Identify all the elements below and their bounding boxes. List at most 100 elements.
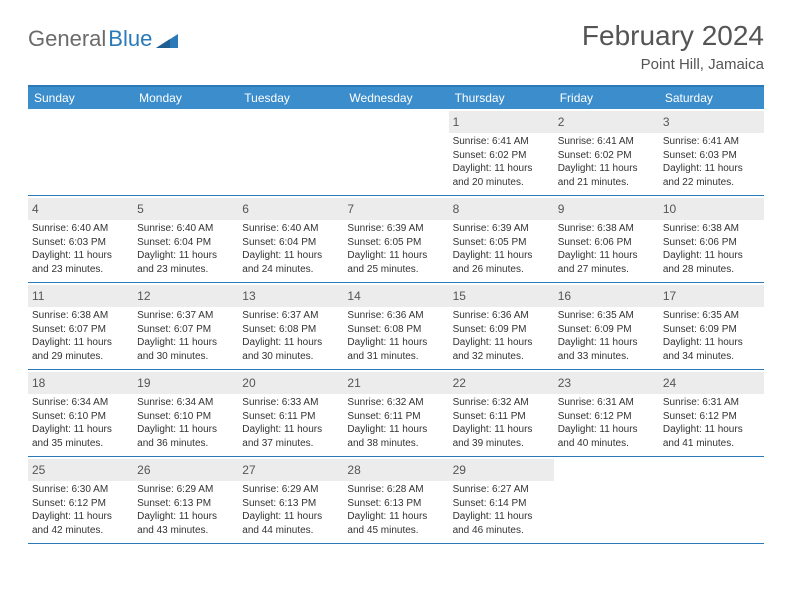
day-number-row: 19 xyxy=(133,372,238,394)
weekday-header: Friday xyxy=(554,87,659,109)
day-number: 5 xyxy=(137,202,144,216)
daylight-line: Daylight: 11 hours and 36 minutes. xyxy=(137,423,234,450)
day-info: Sunrise: 6:36 AMSunset: 6:09 PMDaylight:… xyxy=(453,309,550,363)
day-info: Sunrise: 6:40 AMSunset: 6:03 PMDaylight:… xyxy=(32,222,129,276)
day-number-row: 13 xyxy=(238,285,343,307)
calendar-day-empty xyxy=(554,457,659,543)
day-number: 25 xyxy=(32,463,45,477)
day-info: Sunrise: 6:37 AMSunset: 6:07 PMDaylight:… xyxy=(137,309,234,363)
title-block: February 2024 Point Hill, Jamaica xyxy=(582,20,764,73)
day-number: 8 xyxy=(453,202,460,216)
calendar-week: 18Sunrise: 6:34 AMSunset: 6:10 PMDayligh… xyxy=(28,370,764,457)
daylight-line: Daylight: 11 hours and 27 minutes. xyxy=(558,249,655,276)
calendar-day: 11Sunrise: 6:38 AMSunset: 6:07 PMDayligh… xyxy=(28,283,133,369)
sunrise-line: Sunrise: 6:38 AM xyxy=(663,222,760,236)
sunrise-line: Sunrise: 6:40 AM xyxy=(242,222,339,236)
calendar-day: 5 Sunrise: 6:40 AMSunset: 6:04 PMDaylight… xyxy=(133,196,238,282)
sunset-line: Sunset: 6:10 PM xyxy=(137,410,234,424)
calendar-day: 13Sunrise: 6:37 AMSunset: 6:08 PMDayligh… xyxy=(238,283,343,369)
day-number-row: 29 xyxy=(449,459,554,481)
sunset-line: Sunset: 6:05 PM xyxy=(453,236,550,250)
daylight-line: Daylight: 11 hours and 25 minutes. xyxy=(347,249,444,276)
calendar-day: 25Sunrise: 6:30 AMSunset: 6:12 PMDayligh… xyxy=(28,457,133,543)
sunset-line: Sunset: 6:12 PM xyxy=(558,410,655,424)
sunset-line: Sunset: 6:05 PM xyxy=(347,236,444,250)
daylight-line: Daylight: 11 hours and 40 minutes. xyxy=(558,423,655,450)
daylight-line: Daylight: 11 hours and 37 minutes. xyxy=(242,423,339,450)
sunset-line: Sunset: 6:13 PM xyxy=(137,497,234,511)
day-number: 16 xyxy=(558,289,571,303)
day-number-row: 17 xyxy=(659,285,764,307)
sunrise-line: Sunrise: 6:38 AM xyxy=(558,222,655,236)
calendar-day: 17Sunrise: 6:35 AMSunset: 6:09 PMDayligh… xyxy=(659,283,764,369)
day-number-row: 3 xyxy=(659,111,764,133)
calendar-day: 26Sunrise: 6:29 AMSunset: 6:13 PMDayligh… xyxy=(133,457,238,543)
day-number-row: 28 xyxy=(343,459,448,481)
day-number: 3 xyxy=(663,115,670,129)
daylight-line: Daylight: 11 hours and 44 minutes. xyxy=(242,510,339,537)
day-number: 13 xyxy=(242,289,255,303)
day-number: 22 xyxy=(453,376,466,390)
sunrise-line: Sunrise: 6:30 AM xyxy=(32,483,129,497)
sunset-line: Sunset: 6:03 PM xyxy=(32,236,129,250)
day-info: Sunrise: 6:29 AMSunset: 6:13 PMDaylight:… xyxy=(242,483,339,537)
daylight-line: Daylight: 11 hours and 23 minutes. xyxy=(32,249,129,276)
day-number-row: 26 xyxy=(133,459,238,481)
daylight-line: Daylight: 11 hours and 26 minutes. xyxy=(453,249,550,276)
sunrise-line: Sunrise: 6:32 AM xyxy=(347,396,444,410)
sunrise-line: Sunrise: 6:29 AM xyxy=(242,483,339,497)
calendar-week: 1Sunrise: 6:41 AMSunset: 6:02 PMDaylight… xyxy=(28,109,764,196)
brand-part2: Blue xyxy=(108,26,152,52)
calendar-day: 8 Sunrise: 6:39 AMSunset: 6:05 PMDaylight… xyxy=(449,196,554,282)
sunrise-line: Sunrise: 6:39 AM xyxy=(347,222,444,236)
calendar-day: 22Sunrise: 6:32 AMSunset: 6:11 PMDayligh… xyxy=(449,370,554,456)
sunrise-line: Sunrise: 6:35 AM xyxy=(663,309,760,323)
sunset-line: Sunset: 6:04 PM xyxy=(242,236,339,250)
day-info: Sunrise: 6:28 AMSunset: 6:13 PMDaylight:… xyxy=(347,483,444,537)
sunrise-line: Sunrise: 6:36 AM xyxy=(347,309,444,323)
sunrise-line: Sunrise: 6:28 AM xyxy=(347,483,444,497)
daylight-line: Daylight: 11 hours and 30 minutes. xyxy=(242,336,339,363)
day-number-row: 10 xyxy=(659,198,764,220)
sunrise-line: Sunrise: 6:40 AM xyxy=(137,222,234,236)
sunrise-line: Sunrise: 6:41 AM xyxy=(663,135,760,149)
day-info: Sunrise: 6:40 AMSunset: 6:04 PMDaylight:… xyxy=(242,222,339,276)
calendar-day: 7Sunrise: 6:39 AMSunset: 6:05 PMDaylight… xyxy=(343,196,448,282)
day-number: 26 xyxy=(137,463,150,477)
calendar-day: 18Sunrise: 6:34 AMSunset: 6:10 PMDayligh… xyxy=(28,370,133,456)
day-number-row: 14 xyxy=(343,285,448,307)
sunrise-line: Sunrise: 6:35 AM xyxy=(558,309,655,323)
calendar-weeks: 1Sunrise: 6:41 AMSunset: 6:02 PMDaylight… xyxy=(28,109,764,544)
sunrise-line: Sunrise: 6:41 AM xyxy=(453,135,550,149)
sunset-line: Sunset: 6:04 PM xyxy=(137,236,234,250)
daylight-line: Daylight: 11 hours and 22 minutes. xyxy=(663,162,760,189)
sunrise-line: Sunrise: 6:27 AM xyxy=(453,483,550,497)
sunset-line: Sunset: 6:11 PM xyxy=(347,410,444,424)
calendar-day: 4Sunrise: 6:40 AMSunset: 6:03 PMDaylight… xyxy=(28,196,133,282)
day-number-row: 9 xyxy=(554,198,659,220)
sunset-line: Sunset: 6:09 PM xyxy=(663,323,760,337)
day-number: 10 xyxy=(663,202,676,216)
day-info: Sunrise: 6:38 AMSunset: 6:06 PMDaylight:… xyxy=(663,222,760,276)
sunset-line: Sunset: 6:08 PM xyxy=(347,323,444,337)
day-number: 18 xyxy=(32,376,45,390)
day-number-row: 25 xyxy=(28,459,133,481)
calendar-day: 19Sunrise: 6:34 AMSunset: 6:10 PMDayligh… xyxy=(133,370,238,456)
day-info: Sunrise: 6:38 AMSunset: 6:07 PMDaylight:… xyxy=(32,309,129,363)
daylight-line: Daylight: 11 hours and 24 minutes. xyxy=(242,249,339,276)
sunrise-line: Sunrise: 6:41 AM xyxy=(558,135,655,149)
weekday-header: Sunday xyxy=(28,87,133,109)
brand-logo: GeneralBlue xyxy=(28,20,178,52)
sunset-line: Sunset: 6:06 PM xyxy=(558,236,655,250)
daylight-line: Daylight: 11 hours and 39 minutes. xyxy=(453,423,550,450)
day-number-row: 23 xyxy=(554,372,659,394)
calendar-day: 2Sunrise: 6:41 AMSunset: 6:02 PMDaylight… xyxy=(554,109,659,195)
calendar-day: 14 Sunrise: 6:36 AMSunset: 6:08 PMDayligh… xyxy=(343,283,448,369)
day-info: Sunrise: 6:39 AMSunset: 6:05 PMDaylight:… xyxy=(453,222,550,276)
calendar-day: 6Sunrise: 6:40 AMSunset: 6:04 PMDaylight… xyxy=(238,196,343,282)
weekday-header: Monday xyxy=(133,87,238,109)
daylight-line: Daylight: 11 hours and 42 minutes. xyxy=(32,510,129,537)
daylight-line: Daylight: 11 hours and 43 minutes. xyxy=(137,510,234,537)
daylight-line: Daylight: 11 hours and 31 minutes. xyxy=(347,336,444,363)
daylight-line: Daylight: 11 hours and 23 minutes. xyxy=(137,249,234,276)
